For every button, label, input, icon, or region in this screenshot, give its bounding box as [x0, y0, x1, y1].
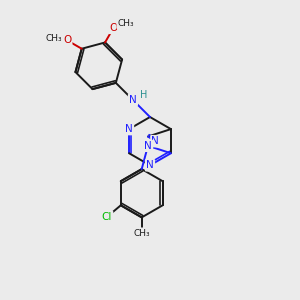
Text: O: O — [63, 35, 71, 45]
Text: Cl: Cl — [102, 212, 112, 222]
Text: O: O — [110, 23, 118, 33]
Text: N: N — [152, 136, 159, 146]
Text: CH₃: CH₃ — [134, 229, 150, 238]
Text: CH₃: CH₃ — [118, 19, 134, 28]
Text: N: N — [125, 124, 133, 134]
Text: N: N — [144, 141, 152, 151]
Text: H: H — [140, 90, 148, 100]
Text: CH₃: CH₃ — [46, 34, 62, 43]
Text: N: N — [146, 160, 154, 170]
Text: N: N — [129, 95, 137, 105]
